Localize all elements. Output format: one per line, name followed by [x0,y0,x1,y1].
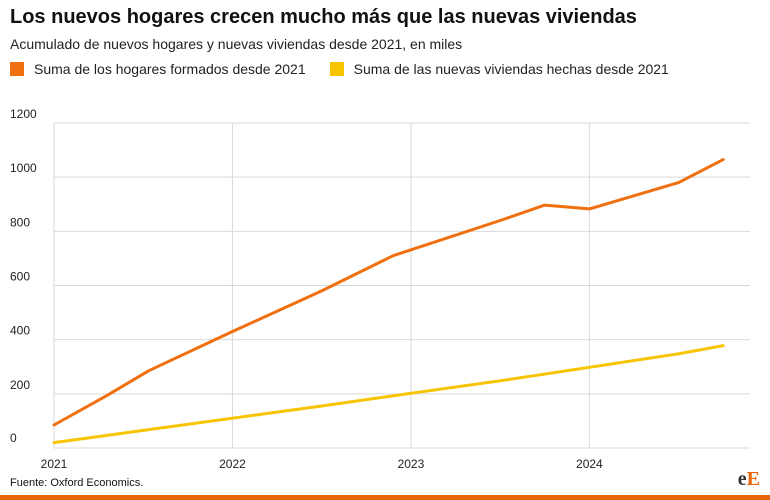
chart-subtitle: Acumulado de nuevos hogares y nuevas viv… [10,36,463,52]
legend-label-dwellings: Suma de las nuevas viviendas hechas desd… [353,61,669,77]
y-tick-label: 400 [10,324,30,338]
y-tick-label: 0 [10,431,17,445]
y-tick-label: 1000 [10,161,37,175]
chart-title: Los nuevos hogares crecen mucho más que … [10,6,637,28]
legend-item-dwellings: Suma de las nuevas viviendas hechas desd… [329,61,669,77]
legend-label-households: Suma de los hogares formados desde 2021 [34,61,306,77]
legend: Suma de los hogares formados desde 2021 … [10,61,693,77]
series-line-dwellings [52,344,725,445]
legend-item-households: Suma de los hogares formados desde 2021 [10,61,306,77]
legend-swatch-households [10,62,24,76]
series-line-households [52,158,725,427]
y-tick-label: 600 [10,270,30,284]
y-tick-label: 1200 [10,107,37,121]
x-tick-label: 2022 [219,457,246,471]
legend-swatch-dwellings [329,62,344,76]
source-note: Fuente: Oxford Economics. [10,477,144,489]
x-tick-label: 2023 [398,457,425,471]
publisher-logo: eE [737,468,760,490]
y-tick-label: 800 [10,215,30,229]
x-tick-label: 2024 [576,457,603,471]
y-tick-label: 200 [10,378,30,392]
x-tick-label: 2021 [41,457,68,471]
bottom-accent-bar [0,495,770,500]
